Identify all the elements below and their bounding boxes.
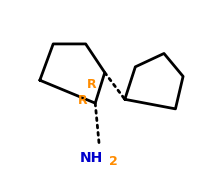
Text: R: R <box>78 94 88 107</box>
Text: NH: NH <box>80 151 103 165</box>
Text: 2: 2 <box>109 155 118 168</box>
Text: R: R <box>87 79 96 91</box>
